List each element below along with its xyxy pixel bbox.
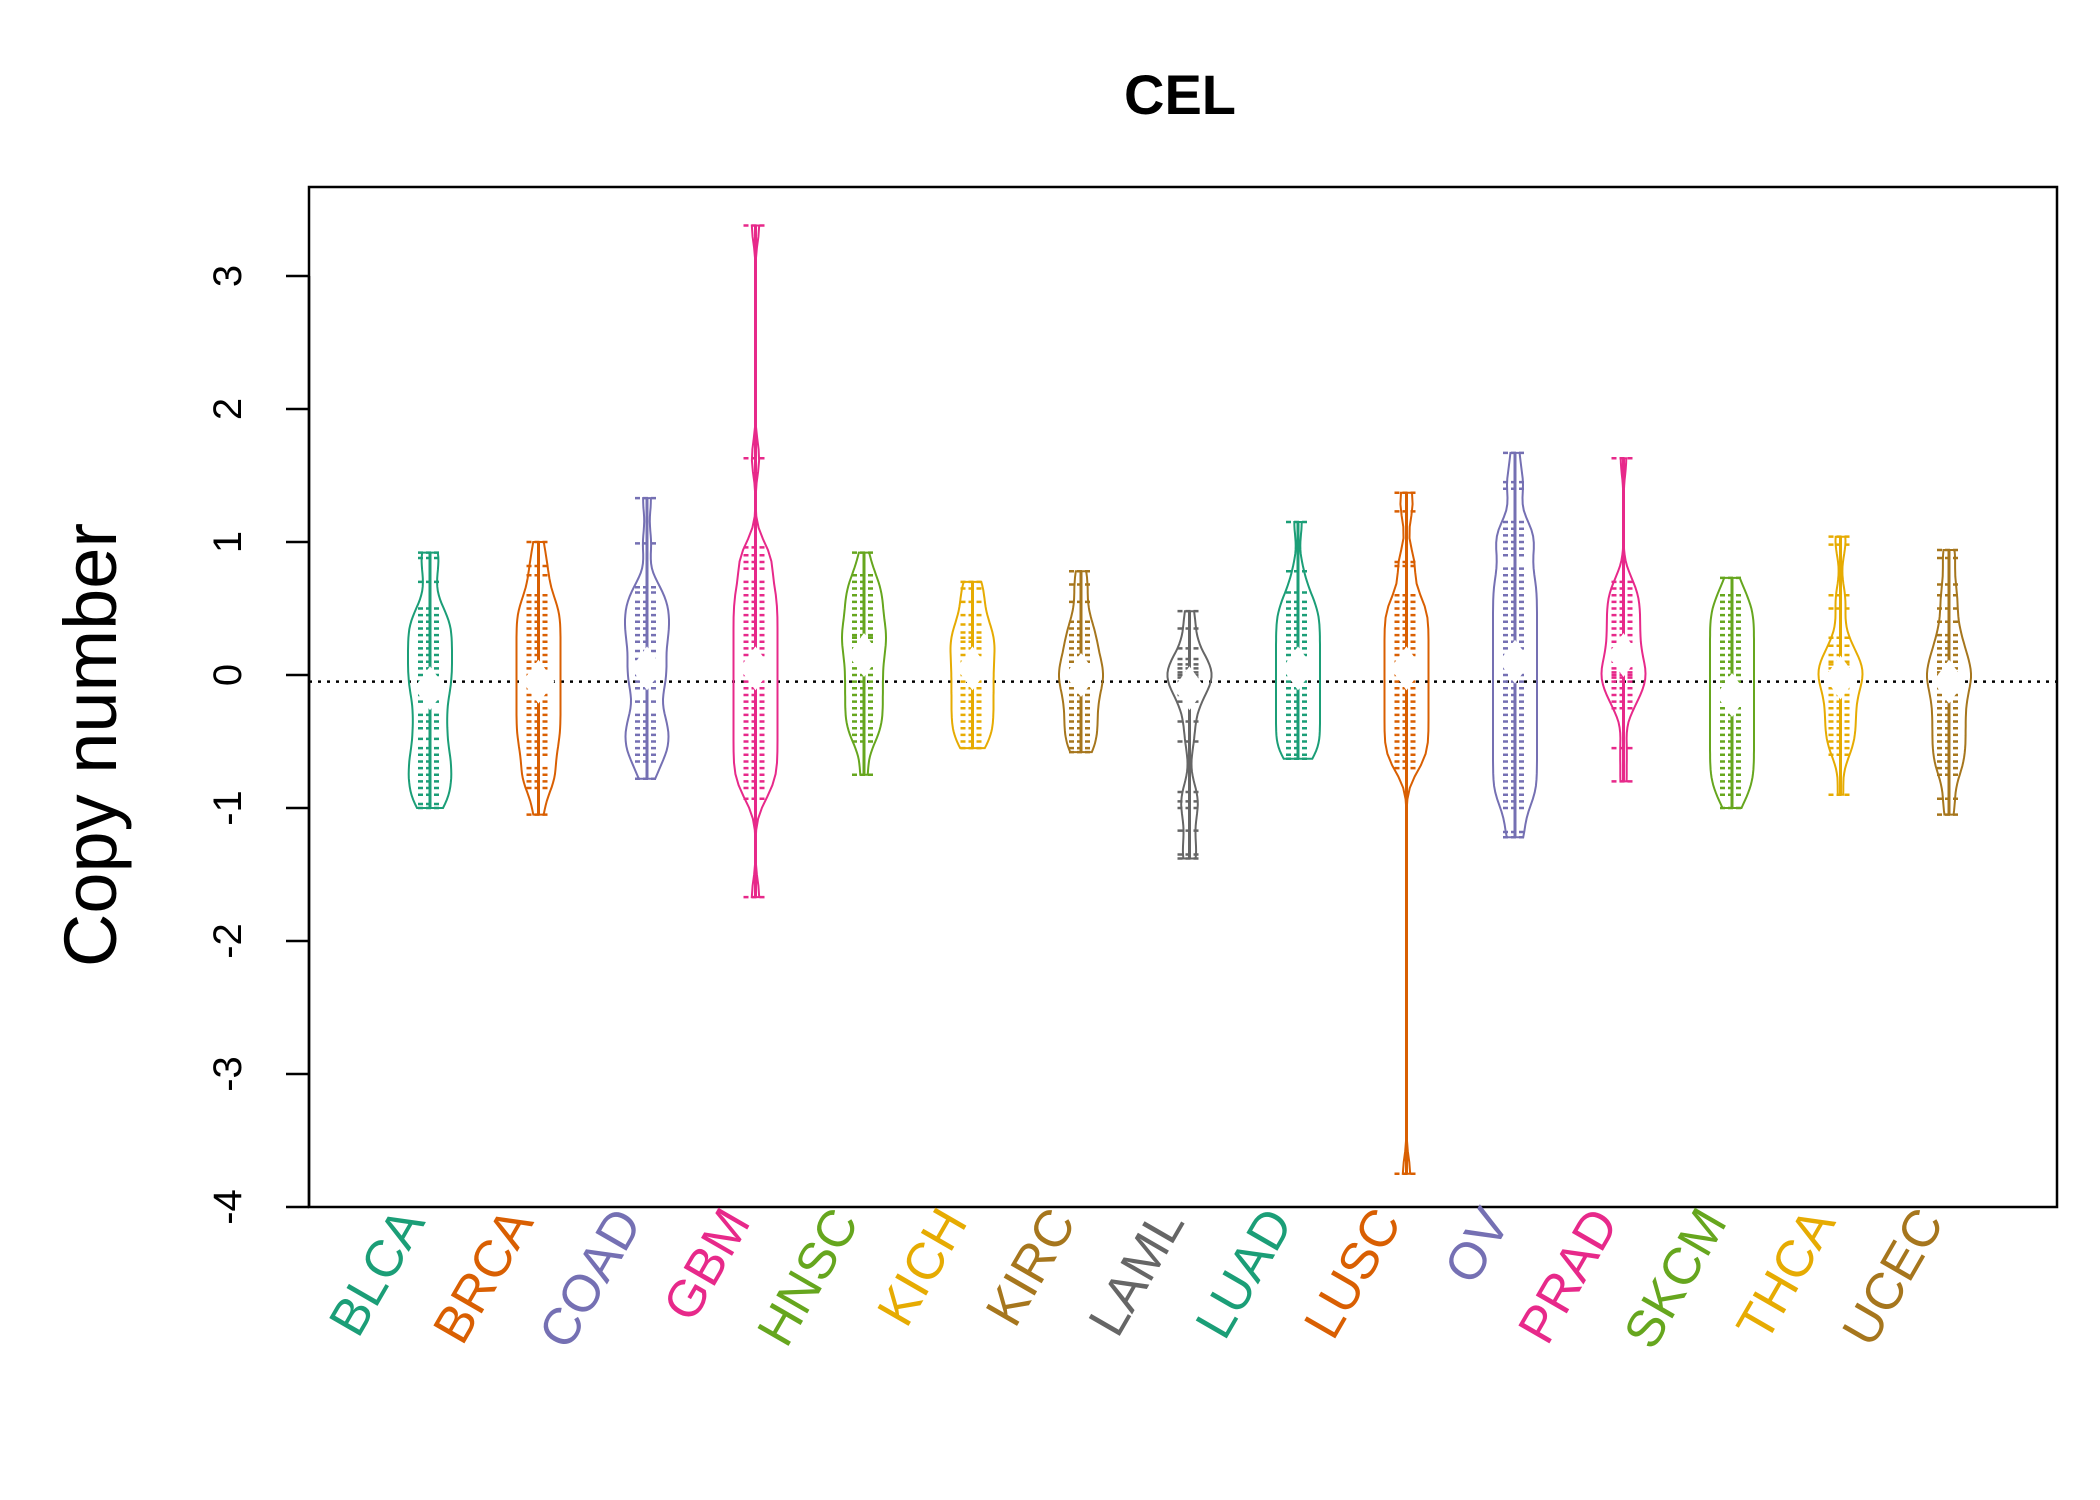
x-tick-label-blca: BLCA (318, 1199, 436, 1346)
x-tick-label-lusc: LUSC (1293, 1199, 1413, 1348)
bean-brca (515, 540, 562, 816)
plot-area (309, 224, 2057, 1175)
bean-kirc (1058, 570, 1104, 754)
x-tick-label-skcm: SKCM (1613, 1199, 1738, 1358)
y-tick-label: -4 (206, 1189, 250, 1225)
x-tick-label-kirc: KIRC (975, 1199, 1087, 1336)
bean-median-marker (956, 646, 989, 691)
bean-outline (1058, 570, 1104, 754)
x-tick-label-prad: PRAD (1507, 1199, 1629, 1353)
x-tick-label-luad: LUAD (1185, 1199, 1305, 1348)
y-tick-label: 2 (206, 398, 250, 420)
y-tick-label: 3 (206, 265, 250, 287)
bean-luad (1275, 520, 1321, 761)
y-axis-label: Copy number (49, 523, 132, 967)
bean-median-marker (1824, 655, 1857, 700)
bean-kich (949, 580, 996, 750)
bean-outline (1492, 451, 1538, 839)
y-tick-label: -2 (206, 923, 250, 959)
bean-lusc (1383, 491, 1430, 1175)
bean-median-marker (414, 666, 446, 711)
x-tick-label-hnsc: HNSC (746, 1199, 870, 1356)
bean-outline (515, 541, 562, 816)
y-tick-label: -3 (206, 1056, 250, 1092)
bean-median-marker (1173, 666, 1206, 711)
bean-median-marker (739, 646, 772, 691)
bean-median-marker (1607, 633, 1640, 678)
y-tick-label: 1 (206, 531, 250, 553)
bean-outline (1817, 535, 1864, 796)
x-tick-label-kich: KICH (867, 1199, 979, 1336)
bean-median-marker (1282, 646, 1314, 691)
y-axis: -4 -3 -2 -1 0 1 2 3 (206, 265, 311, 1225)
x-tick-label-ov: OV (1434, 1199, 1522, 1293)
bean-skcm (1709, 576, 1755, 810)
bean-median-marker (1065, 653, 1097, 697)
bean-prad (1600, 456, 1647, 783)
y-tick-label: 0 (206, 664, 250, 686)
bean-gbm (732, 224, 779, 899)
x-tick-label-gbm: GBM (652, 1199, 761, 1331)
bean-outline (1166, 610, 1213, 860)
x-tick-label-ucec: UCEC (1831, 1199, 1955, 1356)
bean-median-marker (522, 659, 555, 704)
bean-thca (1817, 535, 1864, 796)
x-tick-label-brca: BRCA (422, 1199, 545, 1353)
bean-median-marker (1933, 659, 1965, 704)
bean-blca (407, 551, 453, 810)
bean-ov (1492, 451, 1538, 839)
x-tick-label-laml: LAML (1078, 1199, 1196, 1346)
bean-hnsc (840, 551, 888, 776)
bean-outline (840, 551, 888, 776)
x-tick-label-coad: COAD (528, 1199, 653, 1358)
bean-median-marker (1716, 672, 1748, 717)
x-tick-label-thca: THCA (1726, 1199, 1847, 1351)
bean-outline (1926, 549, 1972, 816)
bean-ucec (1926, 548, 1972, 816)
bean-median-marker (848, 633, 880, 678)
bean-median-marker (631, 646, 663, 691)
bean-laml (1166, 609, 1213, 860)
bean-median-marker (1499, 639, 1531, 684)
bean-coad (624, 496, 670, 780)
y-tick-label: -1 (206, 790, 250, 826)
bean-median-marker (1390, 646, 1423, 691)
chart-title: CEL (1124, 63, 1236, 126)
